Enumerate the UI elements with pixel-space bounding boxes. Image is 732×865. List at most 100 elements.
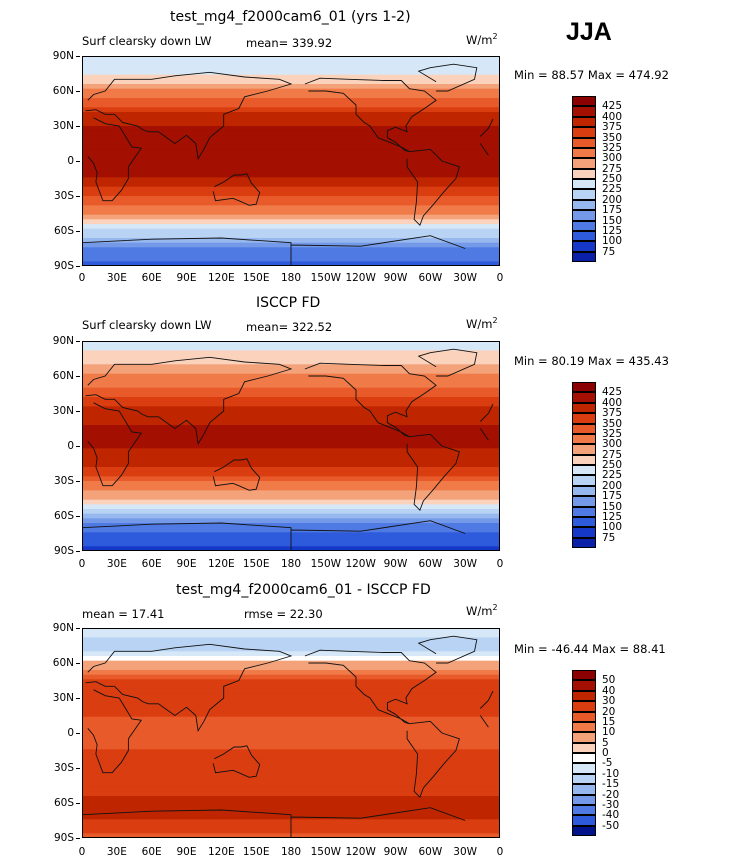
lat-band [82, 740, 500, 746]
y-tick-label: 30N [52, 120, 74, 132]
lat-band [82, 443, 500, 449]
colorbar-label: 175 [602, 204, 623, 217]
colorbar-swatch [572, 241, 596, 252]
colorbar-swatch [572, 485, 596, 497]
colorbar-swatch [572, 732, 596, 743]
y-tick-mark [76, 91, 80, 92]
lat-band [82, 126, 500, 132]
coastline [304, 649, 437, 725]
x-tick-label: 90E [176, 558, 197, 570]
map-frame [82, 628, 500, 838]
lat-band [82, 228, 500, 234]
x-tick-label: 150W [310, 272, 342, 284]
lat-band [82, 777, 500, 783]
x-tick-label: 30E [106, 272, 127, 284]
colorbar-label: 175 [602, 490, 623, 503]
lat-band [82, 70, 500, 76]
y-tick-mark [76, 341, 80, 342]
lat-band [82, 646, 500, 652]
lat-band [82, 490, 500, 496]
lat-band [82, 364, 500, 370]
x-tick-label: 60E [141, 846, 162, 858]
colorbar-swatch [572, 179, 596, 190]
lat-band [82, 387, 500, 393]
colorbar-label: 325 [602, 141, 623, 154]
coastline [85, 71, 293, 160]
colorbar-swatch [572, 454, 596, 465]
x-tick-label: 60W [418, 272, 443, 284]
colorbar-label: 350 [602, 131, 623, 144]
colorbar-swatch [572, 382, 596, 393]
colorbar-swatch [572, 527, 596, 538]
lat-band [82, 369, 500, 375]
lat-band [82, 791, 500, 797]
panel-1-colorbar: 425 400 375 350 325 300 275 250 225 200 175 150 125 1… [572, 96, 642, 262]
lat-band [82, 523, 500, 529]
colorbar-swatch [572, 423, 596, 434]
colorbar-swatch [572, 784, 596, 795]
lat-band [82, 513, 500, 519]
y-tick-label: 0 [67, 727, 74, 739]
colorbar-swatch [572, 701, 596, 712]
lat-band [82, 359, 500, 365]
lat-band [82, 434, 500, 440]
colorbar-label: 325 [602, 427, 623, 440]
lat-band [82, 651, 500, 657]
lat-band [82, 462, 500, 468]
x-tick-label: 90E [176, 846, 197, 858]
coastline [85, 643, 293, 732]
panel-2-y-axis: 90N 60N 30N 0 30S 60S 90S [40, 336, 80, 556]
colorbar-swatch [572, 210, 596, 221]
panel-3-title: test_mg4_f2000cam6_01 - ISCCP FD [176, 582, 431, 598]
coastline [417, 635, 478, 664]
colorbar-swatch [572, 158, 596, 169]
y-tick-label: 30S [53, 762, 74, 774]
lat-band [82, 130, 500, 136]
colorbar-swatch [572, 506, 596, 517]
colorbar-swatch [572, 230, 596, 242]
lat-band [82, 116, 500, 122]
coastline [417, 63, 478, 92]
colorbar-swatch [572, 251, 596, 262]
x-tick-label: 0 [78, 846, 86, 858]
colorbar-swatch [572, 721, 596, 733]
lat-band [82, 84, 500, 90]
x-tick-label: 120E [207, 558, 235, 570]
colorbar-label: 250 [602, 173, 623, 185]
lat-band [82, 411, 500, 417]
y-tick-label: 30S [53, 190, 74, 202]
lat-band [82, 763, 500, 769]
colorbar-swatch [572, 392, 596, 403]
coastline [212, 745, 261, 778]
colorbar-swatch [572, 670, 596, 681]
panel-1-map [81, 56, 500, 267]
colorbar-label: 275 [602, 448, 623, 461]
colorbar-swatch [572, 516, 596, 528]
lat-band [82, 810, 500, 816]
x-tick-label: 150E [242, 846, 270, 858]
x-tick-label: 0 [496, 558, 504, 570]
colorbar-swatch [572, 444, 596, 455]
colorbar-swatch [572, 220, 596, 231]
lat-band [82, 425, 500, 431]
y-tick-mark [76, 733, 80, 734]
colorbar-label: -30 [602, 798, 620, 811]
colorbar-swatch [572, 773, 596, 785]
colorbar-label: 350 [602, 417, 623, 430]
y-tick-mark [76, 663, 80, 664]
colorbar-label: 0 [602, 747, 609, 759]
colorbar-label: 375 [602, 121, 623, 134]
coastline [87, 117, 494, 202]
x-tick-label: 30E [106, 846, 127, 858]
x-tick-label: 30W [453, 272, 478, 284]
lat-band [82, 504, 500, 510]
lat-band [82, 499, 500, 505]
coastline [406, 148, 460, 227]
lat-band [82, 642, 500, 648]
y-tick-mark [76, 551, 80, 552]
coastline [81, 235, 466, 266]
lat-band [82, 420, 500, 426]
coastline [304, 77, 437, 153]
lat-band [82, 140, 500, 146]
y-tick-mark [76, 196, 80, 197]
